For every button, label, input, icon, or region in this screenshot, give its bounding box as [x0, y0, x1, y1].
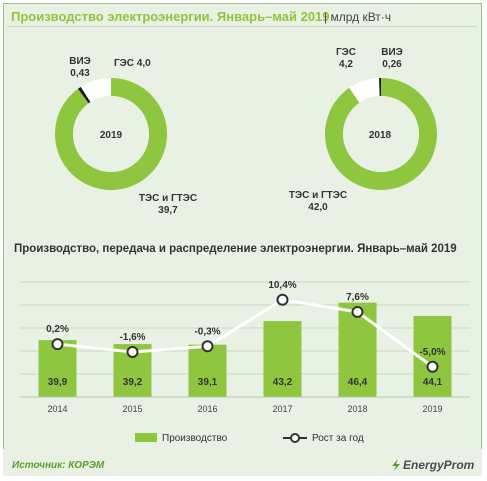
donut-2018-vie-text: ВИЭ 0,26: [381, 47, 403, 70]
donut-2018-slice: [325, 78, 438, 191]
header: Производство электроэнергии. Январь–май …: [3, 3, 482, 30]
legend-bar-swatch: [135, 433, 157, 442]
growth-value-label: -0,3%: [194, 326, 220, 337]
donut-2019-tes-label: ТЭС и ГТЭС 39,7: [138, 193, 198, 217]
growth-value-label: -5,0%: [419, 347, 445, 358]
legend-line-label: Рост за год: [312, 433, 364, 444]
growth-line: [57, 298, 434, 368]
growth-point: [51, 338, 64, 351]
bar-value-label: 39,9: [48, 377, 68, 388]
unit-label: | млрд кВт·ч: [324, 10, 392, 24]
x-tick-label: 2015: [122, 404, 142, 414]
growth-value-label: 0,2%: [46, 324, 69, 335]
page-title: Производство электроэнергии. Январь–май …: [11, 9, 330, 24]
donut-2018-center: 2018: [368, 130, 392, 141]
x-tick-label: 2019: [422, 404, 442, 414]
donut-2019-slice: [77, 86, 91, 104]
bar-chart-title: Производство, передача и распределение э…: [14, 243, 457, 255]
donut-2019-vie-text: ВИЭ 0,43: [69, 56, 91, 79]
growth-point: [276, 293, 289, 306]
donut-2018-vie-label: ВИЭ 0,26: [374, 47, 410, 71]
bar-value-label: 43,2: [273, 377, 293, 388]
donut-2018-tes-text: ТЭС и ГТЭС 42,0: [288, 190, 348, 213]
brand-name: EnergyProm: [403, 458, 475, 472]
footer: [3, 449, 482, 476]
x-tick-label: 2017: [272, 404, 292, 414]
donut-2019-tes-text: ТЭС и ГТЭС 39,7: [138, 193, 198, 216]
growth-value-label: 7,6%: [346, 292, 369, 303]
x-tick-label: 2014: [47, 404, 67, 414]
growth-point: [201, 340, 214, 353]
bar-value-label: 44,1: [423, 377, 443, 388]
bar-2017: [263, 321, 302, 397]
growth-point: [351, 305, 364, 318]
donut-2018-hole: [343, 96, 419, 172]
donut-2018-ges-label: ГЭС 4,2: [328, 47, 364, 71]
donut-2018-tes-label: ТЭС и ГТЭС 42,0: [285, 190, 351, 214]
donut-2018-slice: [379, 78, 381, 97]
growth-value-label: 10,4%: [268, 280, 296, 291]
bar-value-label: 39,1: [198, 377, 218, 388]
donut-2019-slice: [80, 78, 111, 102]
donut-2019-center: 2019: [99, 130, 123, 141]
donut-2019-vie-label: ВИЭ 0,43: [60, 56, 100, 80]
header-divider: [7, 26, 477, 27]
bar-value-label: 46,4: [348, 377, 368, 388]
donut-2018-ges-text: ГЭС 4,2: [335, 47, 356, 70]
bar-value-label: 39,2: [123, 377, 143, 388]
x-tick-label: 2018: [347, 404, 367, 414]
source-text: Источник: КОРЭМ: [12, 460, 105, 471]
legend-bar-label: Производство: [162, 433, 228, 444]
donut-2018-slice: [349, 78, 380, 103]
growth-value-label: -1,6%: [119, 332, 145, 343]
growth-point: [426, 360, 439, 373]
growth-point: [126, 345, 139, 358]
donut-2019-hole: [73, 96, 149, 172]
x-tick-label: 2016: [197, 404, 217, 414]
donut-2019-slice: [55, 78, 168, 190]
energyprom-logo-icon: [392, 459, 400, 471]
legend-line-marker: [290, 433, 300, 443]
bar-2016: [188, 344, 227, 397]
bar-2018: [338, 302, 377, 397]
donut-2019-ges-label: ГЭС 4,0: [114, 58, 151, 69]
